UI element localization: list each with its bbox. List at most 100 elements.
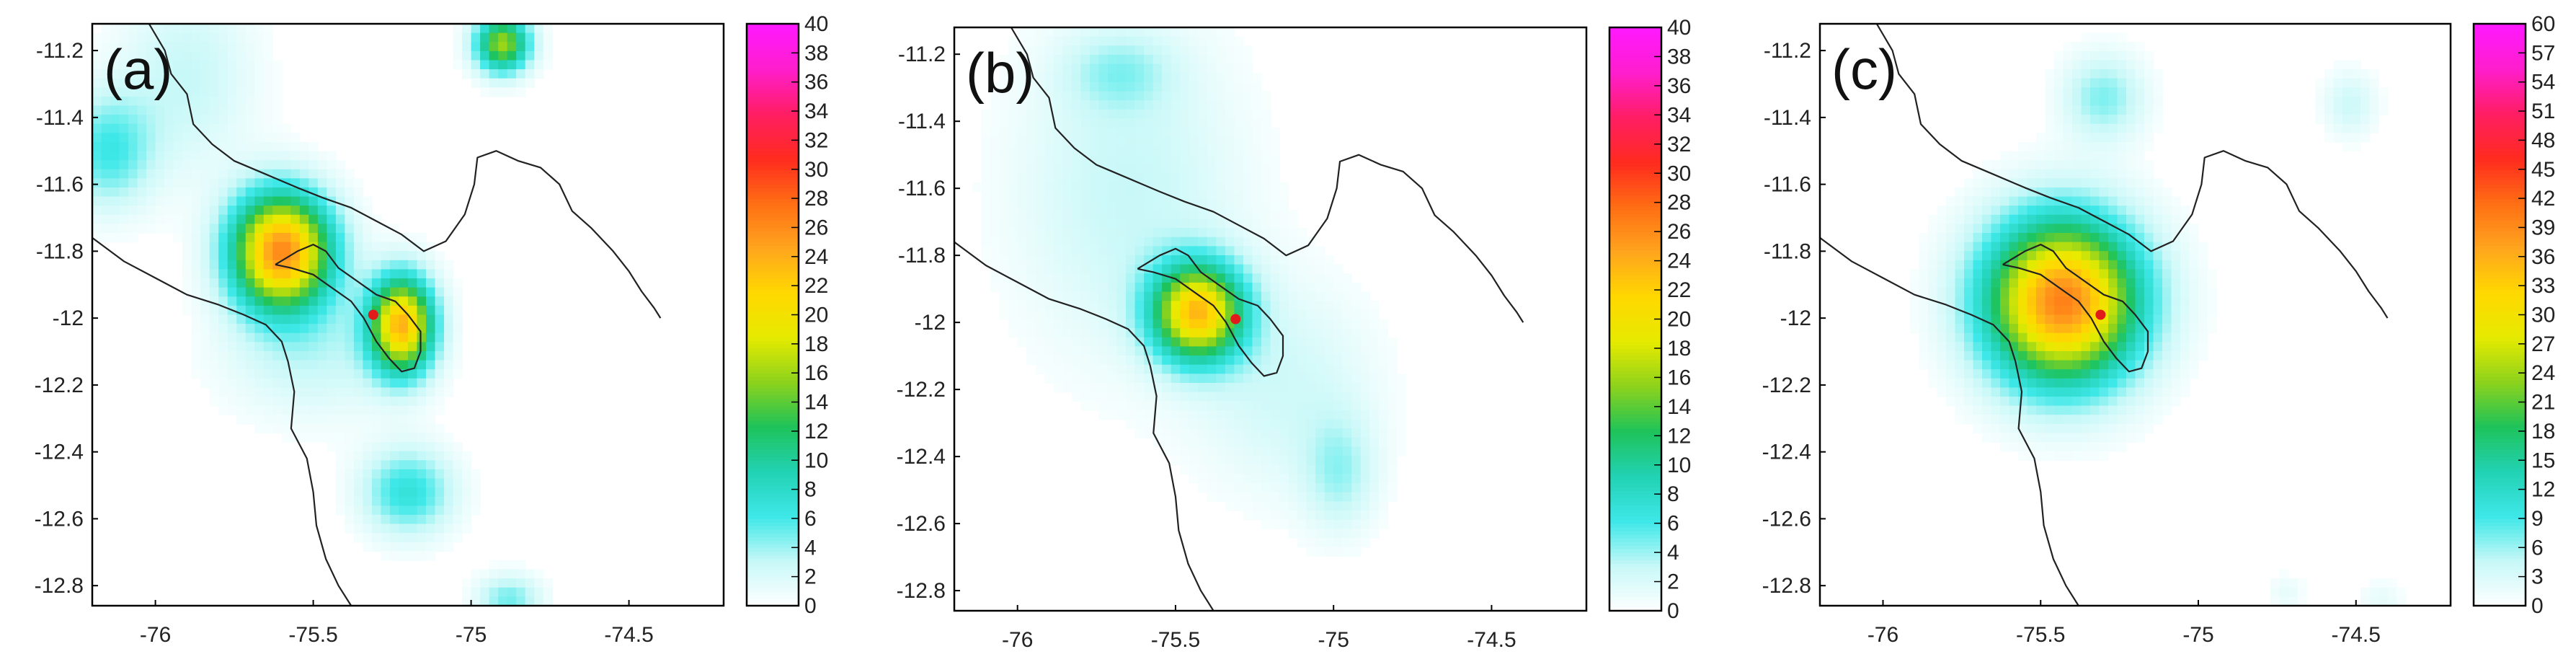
heatmap-cell xyxy=(1089,63,1100,74)
heatmap-cell xyxy=(1126,401,1136,411)
heatmap-cell xyxy=(1315,464,1325,475)
heatmap-cell xyxy=(462,469,472,480)
heatmap-cell xyxy=(1116,191,1127,201)
heatmap-cell xyxy=(2126,278,2136,288)
colorbar-segment xyxy=(747,471,799,476)
heatmap-cell xyxy=(1107,27,1118,37)
colorbar-segment xyxy=(1609,162,1661,167)
heatmap-cell xyxy=(353,369,364,379)
heatmap-cell xyxy=(345,332,355,343)
heatmap-cell xyxy=(1225,428,1235,438)
heatmap-cell xyxy=(1198,419,1208,429)
heatmap-cell xyxy=(1134,191,1145,201)
heatmap-cell xyxy=(1234,291,1244,302)
heatmap-cell xyxy=(363,505,373,516)
colorbar-segment xyxy=(747,180,799,185)
heatmap-cell xyxy=(182,78,192,89)
colorbar-segment xyxy=(1609,268,1661,273)
heatmap-cell xyxy=(2144,378,2154,389)
panel-label: (a) xyxy=(104,37,172,101)
heatmap-cell xyxy=(371,251,382,261)
heatmap-cell xyxy=(1144,382,1154,393)
heatmap-cell xyxy=(1026,109,1036,120)
heatmap-cell xyxy=(981,182,991,193)
heatmap-cell xyxy=(146,105,156,115)
heatmap-cell xyxy=(990,255,1000,265)
heatmap-cell xyxy=(1098,218,1109,229)
heatmap-cell xyxy=(281,242,292,252)
heatmap-cell xyxy=(2099,415,2109,425)
heatmap-cell xyxy=(371,533,382,543)
heatmap-cell xyxy=(1225,374,1235,384)
heatmap-cell xyxy=(281,369,292,379)
heatmap-cell xyxy=(2108,178,2118,188)
heatmap-cell xyxy=(1180,255,1190,265)
heatmap-cell xyxy=(1261,382,1271,393)
heatmap-cell xyxy=(471,487,481,498)
heatmap-cell xyxy=(1134,301,1145,311)
heatmap-cell xyxy=(1387,483,1398,493)
heatmap-cell xyxy=(1342,419,1353,429)
heatmap-cell xyxy=(191,24,201,34)
heatmap-cell xyxy=(1234,492,1244,503)
heatmap-cell xyxy=(1071,209,1082,220)
heatmap-cell xyxy=(290,396,301,407)
heatmap-cell xyxy=(2018,360,2028,370)
heatmap-cell xyxy=(327,360,337,370)
heatmap-cell xyxy=(2081,387,2091,397)
heatmap-cell xyxy=(2117,233,2127,243)
heatmap-cell xyxy=(1252,437,1262,448)
heatmap-cell xyxy=(1937,242,1947,252)
heatmap-cell xyxy=(399,423,409,434)
heatmap-cell xyxy=(2342,78,2353,89)
heatmap-cell xyxy=(263,396,274,407)
heatmap-cell xyxy=(1297,456,1307,466)
heatmap-cell xyxy=(480,24,490,34)
heatmap-cell xyxy=(2063,415,2073,425)
heatmap-cell xyxy=(1207,364,1217,375)
heatmap-cell xyxy=(462,524,472,534)
heatmap-cell xyxy=(327,287,337,298)
heatmap-cell xyxy=(1955,233,1965,243)
heatmap-cell xyxy=(371,415,382,425)
heatmap-cell xyxy=(1053,364,1064,375)
colorbar-segment xyxy=(1609,74,1661,79)
heatmap-cell xyxy=(2090,105,2100,115)
heatmap-cell xyxy=(327,160,337,170)
heatmap-cell xyxy=(1171,118,1181,128)
heatmap-cell xyxy=(1089,164,1100,175)
heatmap-cell xyxy=(1171,446,1181,456)
heatmap-cell xyxy=(1026,191,1036,201)
heatmap-cell xyxy=(1171,109,1181,120)
heatmap-cell xyxy=(245,296,256,306)
heatmap-cell xyxy=(2117,251,2127,261)
heatmap-cell xyxy=(2081,342,2091,352)
heatmap-cell xyxy=(1144,209,1154,220)
heatmap-cell xyxy=(1351,410,1362,420)
heatmap-cell xyxy=(1982,433,1992,443)
heatmap-cell xyxy=(1360,401,1371,411)
heatmap-cell xyxy=(981,154,991,165)
heatmap-cell xyxy=(236,178,247,188)
heatmap-cell xyxy=(353,533,364,543)
heatmap-cell xyxy=(2036,133,2046,143)
heatmap-cell xyxy=(2144,141,2154,152)
heatmap-cell xyxy=(1116,45,1127,56)
heatmap-cell xyxy=(1234,437,1244,448)
heatmap-cell xyxy=(462,32,472,43)
heatmap-cell xyxy=(164,123,174,134)
x-tick-label: -75 xyxy=(1318,628,1349,652)
heatmap-cell xyxy=(2045,260,2055,270)
heatmap-cell xyxy=(1360,301,1371,311)
heatmap-cell xyxy=(2135,42,2145,52)
heatmap-cell xyxy=(1279,519,1289,530)
heatmap-cell xyxy=(2144,224,2154,234)
heatmap-cell xyxy=(2072,141,2082,152)
heatmap-cell xyxy=(1198,136,1208,147)
heatmap-cell xyxy=(209,96,219,107)
heatmap-cell xyxy=(1162,337,1172,348)
colorbar-segment xyxy=(747,282,799,286)
heatmap-cell xyxy=(290,233,301,243)
heatmap-cell xyxy=(272,141,283,152)
heatmap-cell xyxy=(408,433,418,443)
